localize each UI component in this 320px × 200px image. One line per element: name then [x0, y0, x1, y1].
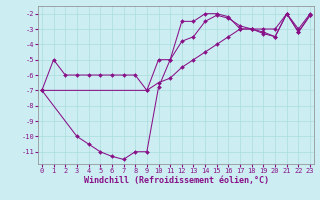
- X-axis label: Windchill (Refroidissement éolien,°C): Windchill (Refroidissement éolien,°C): [84, 176, 268, 185]
